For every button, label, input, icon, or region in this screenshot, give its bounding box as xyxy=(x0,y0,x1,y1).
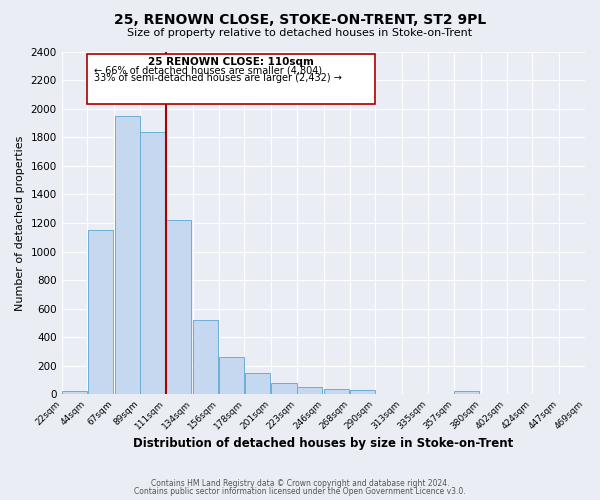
X-axis label: Distribution of detached houses by size in Stoke-on-Trent: Distribution of detached houses by size … xyxy=(133,437,514,450)
Bar xyxy=(166,220,191,394)
FancyBboxPatch shape xyxy=(88,54,376,104)
Bar xyxy=(454,391,479,394)
Bar xyxy=(88,230,113,394)
Y-axis label: Number of detached properties: Number of detached properties xyxy=(15,136,25,310)
Bar xyxy=(271,383,297,394)
Bar xyxy=(140,132,166,394)
Text: 33% of semi-detached houses are larger (2,432) →: 33% of semi-detached houses are larger (… xyxy=(94,73,343,83)
Text: 25, RENOWN CLOSE, STOKE-ON-TRENT, ST2 9PL: 25, RENOWN CLOSE, STOKE-ON-TRENT, ST2 9P… xyxy=(114,12,486,26)
Text: 25 RENOWN CLOSE: 110sqm: 25 RENOWN CLOSE: 110sqm xyxy=(148,57,314,67)
Bar xyxy=(350,390,375,394)
Bar xyxy=(324,389,349,394)
Bar xyxy=(219,356,244,395)
Bar xyxy=(193,320,218,394)
Text: Contains HM Land Registry data © Crown copyright and database right 2024.: Contains HM Land Registry data © Crown c… xyxy=(151,478,449,488)
Text: Size of property relative to detached houses in Stoke-on-Trent: Size of property relative to detached ho… xyxy=(127,28,473,38)
Text: ← 66% of detached houses are smaller (4,804): ← 66% of detached houses are smaller (4,… xyxy=(94,65,323,75)
Bar xyxy=(115,116,140,394)
Text: Contains public sector information licensed under the Open Government Licence v3: Contains public sector information licen… xyxy=(134,487,466,496)
Bar xyxy=(297,386,322,394)
Bar xyxy=(245,373,270,394)
Bar xyxy=(62,391,87,394)
